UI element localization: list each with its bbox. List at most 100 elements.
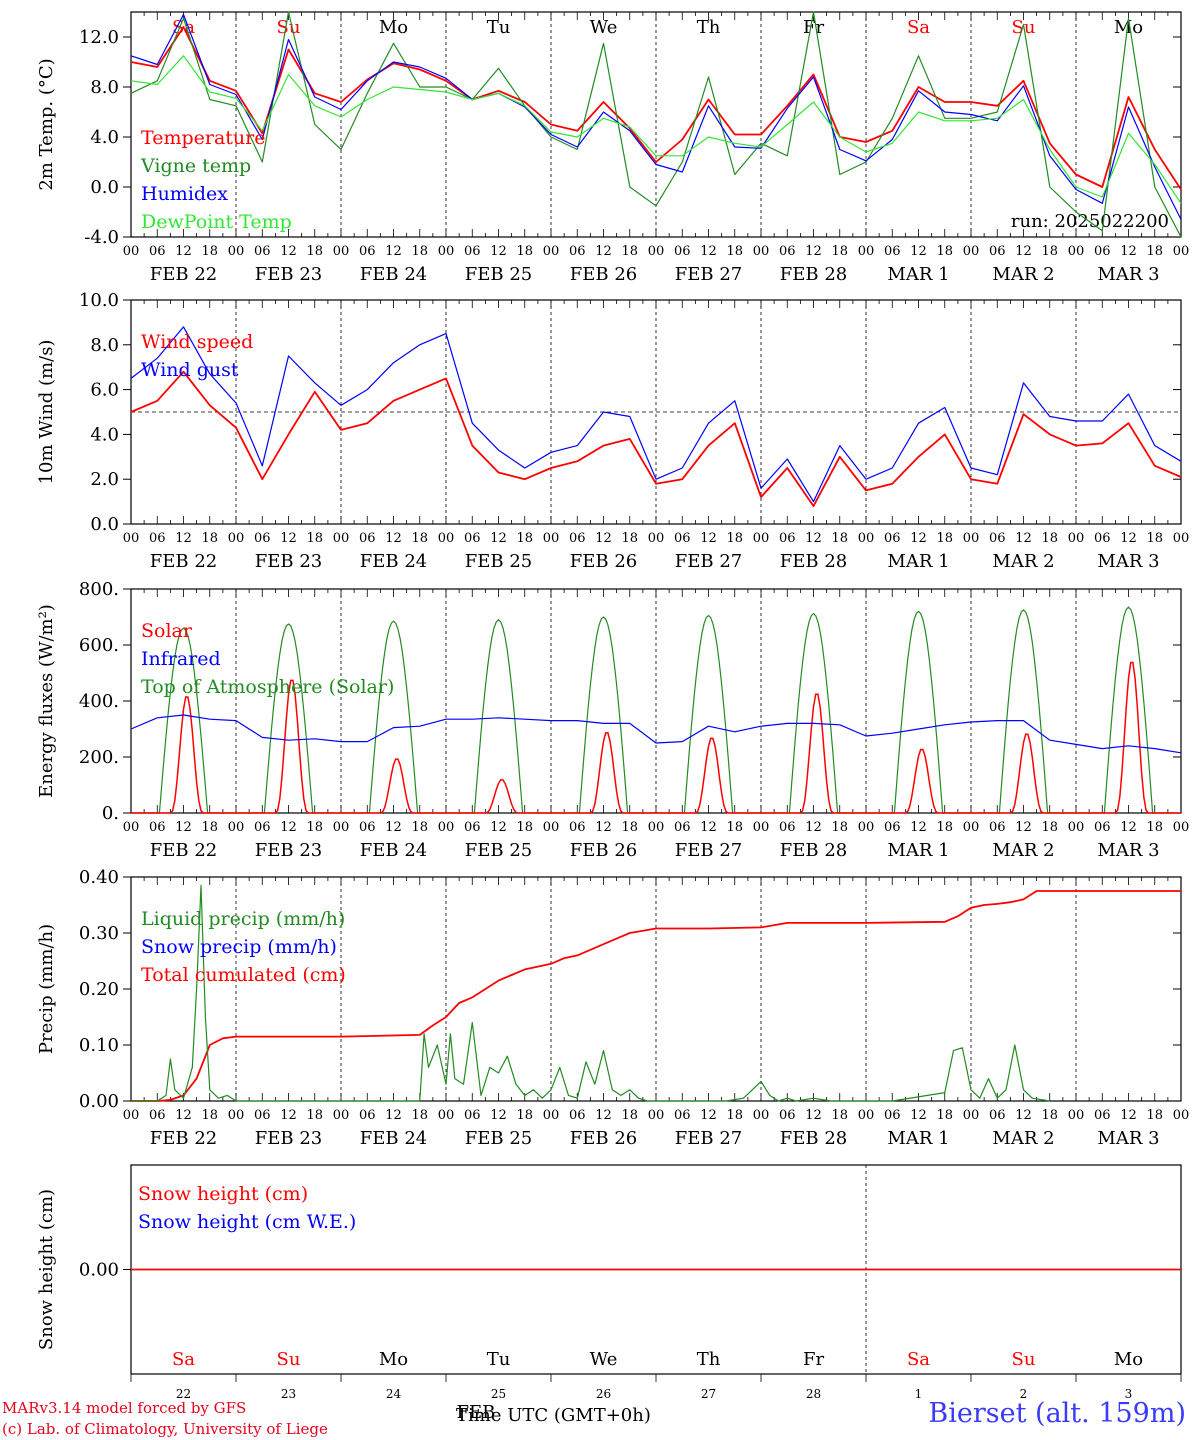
hour-tick-label: 12: [1120, 244, 1137, 259]
hour-tick-label: 06: [254, 820, 271, 835]
hour-tick-label: 00: [648, 244, 665, 259]
day-tick-label: FEB 26: [570, 551, 637, 572]
y-tick-label: 0.40: [79, 867, 119, 888]
hour-tick-label: 00: [1173, 531, 1190, 546]
hour-tick-label: 12: [385, 820, 402, 835]
hour-tick-label: 00: [753, 531, 770, 546]
day-tick-label: FEB 23: [255, 1128, 322, 1149]
hour-tick-label: 18: [831, 820, 848, 835]
hour-tick-label: 00: [228, 531, 245, 546]
series-line-liquid-precip-mm-h-: [131, 884, 1050, 1102]
hour-tick-label: 18: [516, 244, 533, 259]
hour-tick-label: 18: [516, 1108, 533, 1123]
day-number-label: 25: [491, 1387, 506, 1401]
y-tick-label: 600.: [79, 635, 119, 656]
hour-tick-label: 00: [1173, 820, 1190, 835]
hour-tick-label: 00: [438, 531, 455, 546]
y-tick-label: 8.0: [90, 335, 119, 356]
day-number-label: 26: [596, 1387, 611, 1401]
series-line-wind-speed: [130, 370, 1182, 507]
y-tick-label: -4.0: [84, 227, 119, 248]
day-tick-label: FEB 25: [465, 1128, 532, 1149]
y-tick-label: 200.: [79, 747, 119, 768]
hour-tick-label: 06: [779, 820, 796, 835]
hour-tick-label: 06: [149, 820, 166, 835]
weekday-label: Tu: [487, 17, 511, 38]
legend-entry: Total cumulated (cm): [141, 964, 346, 986]
hour-tick-label: 06: [359, 531, 376, 546]
hour-tick-label: 18: [1146, 531, 1163, 546]
hour-tick-label: 00: [123, 1108, 140, 1123]
legend-entry: Wind speed: [141, 331, 253, 353]
hour-tick-label: 12: [1120, 1108, 1137, 1123]
hour-tick-label: 12: [700, 531, 717, 546]
hour-tick-label: 06: [989, 1108, 1006, 1123]
day-tick-label: FEB 27: [675, 264, 742, 285]
hour-tick-label: 18: [306, 1108, 323, 1123]
hour-tick-label: 18: [621, 820, 638, 835]
hour-tick-label: 12: [385, 531, 402, 546]
hour-tick-label: 18: [726, 531, 743, 546]
day-tick-label: FEB 24: [360, 264, 427, 285]
hour-tick-label: 06: [359, 820, 376, 835]
hour-tick-label: 12: [490, 1108, 507, 1123]
day-tick-label: MAR 2: [992, 551, 1054, 572]
hour-tick-label: 12: [700, 1108, 717, 1123]
hour-tick-label: 06: [884, 820, 901, 835]
legend-entry: Temperature: [141, 127, 265, 149]
hour-tick-label: 00: [438, 244, 455, 259]
series-line-humidex: [130, 13, 1182, 220]
weekday-label: Sa: [907, 17, 930, 38]
day-tick-label: FEB 27: [675, 840, 742, 861]
legend-entry: Liquid precip (mm/h): [141, 908, 345, 930]
hour-tick-label: 18: [936, 531, 953, 546]
hour-tick-label: 18: [1041, 820, 1058, 835]
hour-tick-label: 00: [123, 531, 140, 546]
hour-tick-label: 06: [464, 244, 481, 259]
hour-tick-label: 06: [254, 531, 271, 546]
series-line-wind-gust: [130, 326, 1182, 503]
weekday-label: Th: [697, 17, 721, 38]
hour-tick-label: 12: [490, 820, 507, 835]
hour-tick-label: 18: [516, 820, 533, 835]
day-tick-label: FEB 23: [255, 551, 322, 572]
legend-entry: Vigne temp: [140, 155, 251, 177]
y-tick-label: 0.0: [90, 177, 119, 198]
day-tick-label: FEB 24: [360, 551, 427, 572]
series-line-infrared: [130, 714, 1182, 754]
day-tick-label: FEB 22: [150, 551, 217, 572]
weekday-label: Mo: [379, 17, 408, 38]
series-line-solar: [131, 661, 1181, 814]
hour-tick-label: 12: [175, 244, 192, 259]
weekday-label: Su: [1012, 1349, 1036, 1370]
series-line-dewpoint-temp: [130, 55, 1182, 204]
hour-tick-label: 06: [464, 531, 481, 546]
hour-tick-label: 12: [805, 820, 822, 835]
day-number-label: 22: [176, 1387, 191, 1401]
y-axis-label: Precip (mm/h): [36, 924, 57, 1054]
hour-tick-label: 06: [1094, 244, 1111, 259]
hour-tick-label: 06: [779, 1108, 796, 1123]
day-tick-label: FEB 22: [150, 840, 217, 861]
hour-tick-label: 12: [280, 820, 297, 835]
hour-tick-label: 18: [936, 820, 953, 835]
hour-tick-label: 12: [595, 531, 612, 546]
y-tick-label: 800.: [79, 579, 119, 600]
day-tick-label: FEB 23: [255, 264, 322, 285]
hour-tick-label: 00: [543, 820, 560, 835]
legend-entry: Snow height (cm W.E.): [138, 1211, 356, 1233]
hour-tick-label: 18: [726, 244, 743, 259]
hour-tick-label: 06: [989, 820, 1006, 835]
hour-tick-label: 00: [858, 1108, 875, 1123]
hour-tick-label: 18: [936, 1108, 953, 1123]
hour-tick-label: 00: [438, 820, 455, 835]
y-tick-label: 0.20: [79, 979, 119, 1000]
hour-tick-label: 00: [1068, 244, 1085, 259]
hour-tick-label: 06: [989, 244, 1006, 259]
hour-tick-label: 00: [1068, 820, 1085, 835]
hour-tick-label: 18: [1146, 244, 1163, 259]
legend-entry: Wind gust: [141, 359, 239, 381]
day-number-label: 23: [281, 1387, 296, 1401]
y-tick-label: 0.: [102, 803, 119, 824]
hour-tick-label: 06: [569, 244, 586, 259]
